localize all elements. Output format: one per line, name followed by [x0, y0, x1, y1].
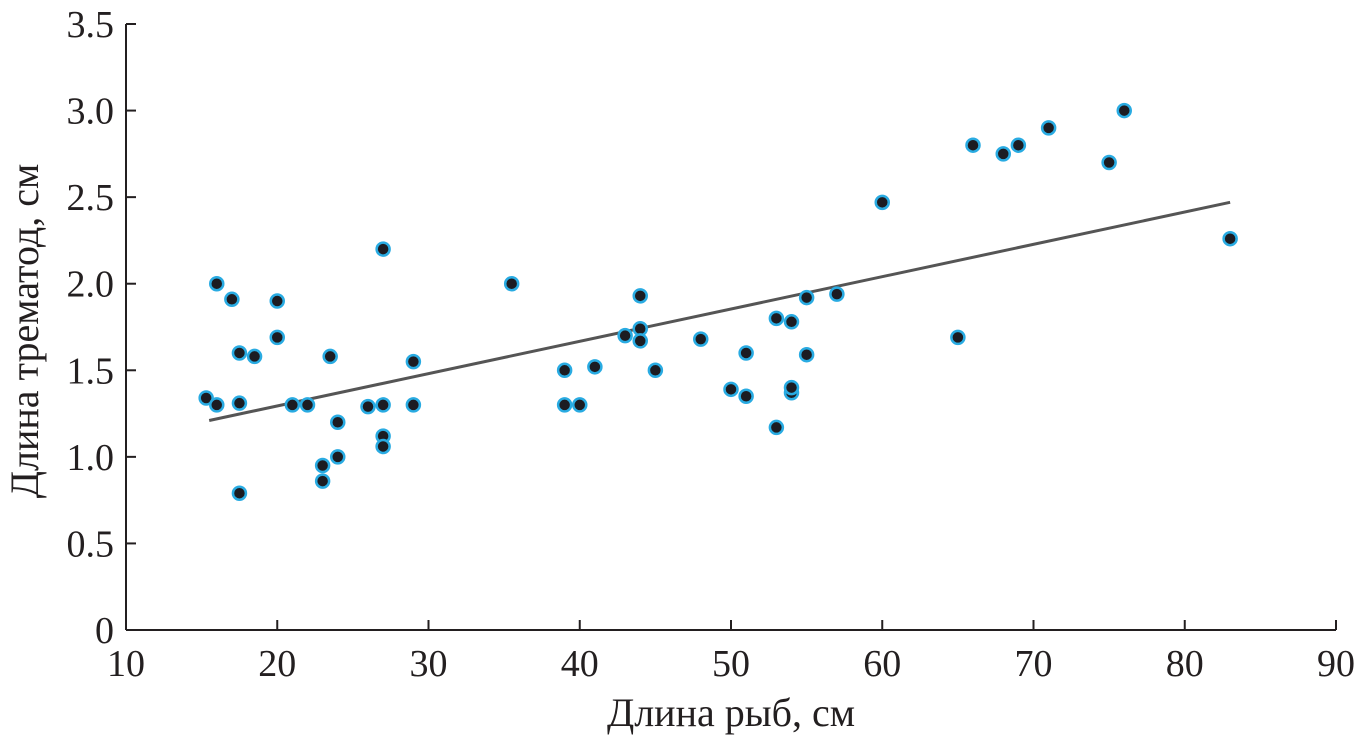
data-point [198, 390, 214, 406]
data-point [965, 137, 981, 153]
data-point [322, 348, 338, 365]
x-tick-label: 50 [712, 643, 750, 685]
data-point [632, 288, 648, 304]
data-point [1222, 230, 1238, 247]
y-axis: 0 0.5 1.0 1.5 2.0 2.5 3.0 3.5 [67, 4, 136, 652]
data-point [375, 397, 391, 413]
data-point [503, 275, 520, 292]
data-point [314, 473, 331, 489]
data-point [231, 345, 248, 361]
data-point [209, 275, 225, 292]
data-point [995, 146, 1011, 162]
data-point [246, 348, 263, 365]
data-point [284, 397, 301, 413]
y-tick-label: 0 [95, 610, 114, 652]
data-point [314, 457, 331, 474]
data-point [1040, 120, 1057, 136]
data-point [587, 359, 603, 375]
y-tick-label: 2.5 [67, 177, 115, 219]
data-point [330, 414, 346, 430]
data-point [783, 379, 800, 396]
data-point [572, 397, 588, 413]
x-tick-label: 40 [561, 643, 599, 685]
data-point [768, 310, 785, 327]
data-point [375, 241, 391, 257]
y-tick-label: 3.5 [67, 4, 115, 46]
data-point [738, 345, 754, 361]
data-point [693, 331, 709, 347]
data-point [209, 397, 225, 413]
x-axis-title: Длина рыб, см [607, 690, 855, 735]
data-point [738, 388, 754, 405]
data-point [798, 346, 815, 363]
data-point [874, 194, 890, 211]
data-point [231, 485, 248, 501]
x-tick-label: 70 [1015, 643, 1053, 685]
data-point [231, 395, 248, 411]
trendline [208, 200, 1231, 422]
data-point [556, 362, 573, 379]
x-tick-label: 10 [107, 643, 145, 685]
data-point [768, 419, 785, 436]
data-point [950, 329, 966, 346]
data-point [269, 293, 285, 309]
y-axis-title: Длина трематод, см [2, 164, 47, 499]
data-point [269, 329, 285, 346]
y-tick-label: 3.0 [67, 91, 115, 133]
data-point [360, 398, 376, 415]
data-point [829, 286, 845, 302]
y-tick-label: 0.5 [67, 523, 115, 565]
data-point [556, 397, 573, 413]
data-point [224, 291, 240, 308]
data-point [405, 353, 422, 370]
data-point [647, 362, 664, 379]
y-tick-label: 1.0 [67, 437, 115, 479]
x-tick-label: 30 [410, 643, 448, 685]
x-tick-label: 90 [1317, 643, 1355, 685]
x-tick-label: 60 [863, 643, 901, 685]
data-point [798, 289, 815, 306]
data-point [299, 397, 316, 413]
x-tick-label: 80 [1166, 643, 1204, 685]
y-tick-label: 2.0 [67, 264, 115, 306]
data-point [405, 397, 422, 413]
data-point [617, 327, 633, 344]
data-point [632, 333, 648, 349]
data-point [723, 381, 739, 398]
data-point [375, 438, 391, 455]
data-point [1010, 137, 1027, 153]
data-point [330, 449, 346, 465]
data-point [1116, 102, 1132, 119]
y-tick-label: 1.5 [67, 350, 115, 392]
data-point [783, 314, 800, 330]
trendline-group [208, 200, 1231, 422]
data-points [198, 102, 1238, 501]
x-tick-label: 20 [258, 643, 296, 685]
x-axis: 10 20 30 40 50 60 70 80 90 [107, 620, 1355, 685]
data-point [1101, 154, 1117, 171]
